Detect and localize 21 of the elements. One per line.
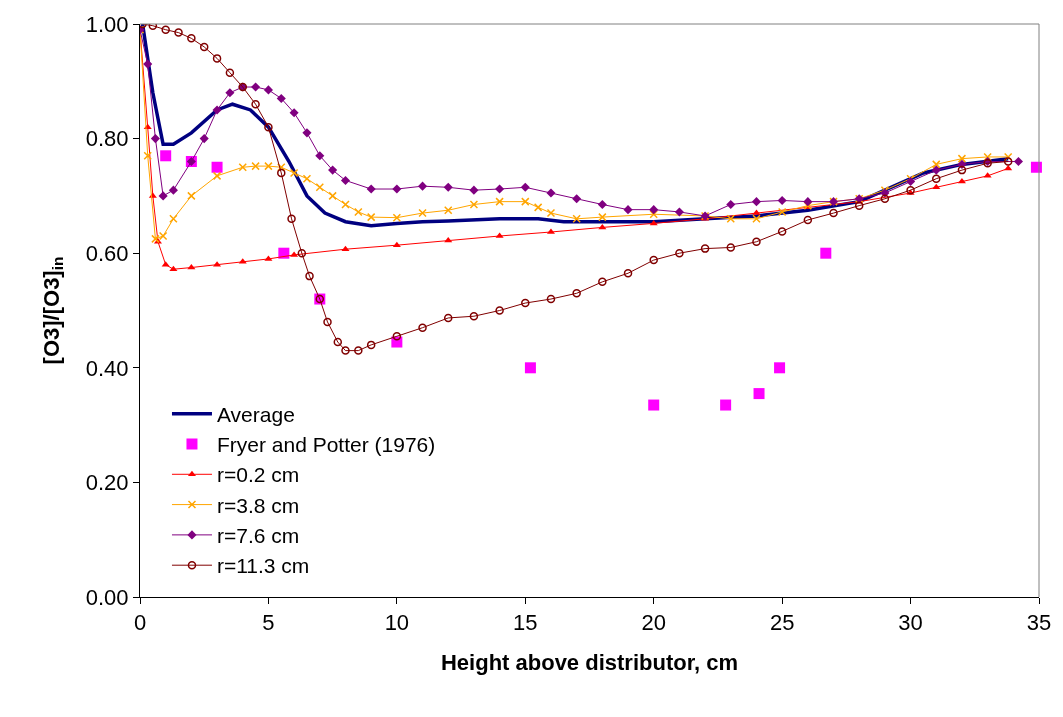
x-tick-label: 35 bbox=[1026, 610, 1052, 636]
x-tick-label: 30 bbox=[898, 610, 923, 636]
y-tick-label: 0.60 bbox=[85, 240, 129, 266]
x-tick-label: 5 bbox=[262, 610, 275, 636]
x-tick-label: 20 bbox=[641, 610, 666, 636]
y-tick-label: 0.00 bbox=[85, 584, 129, 610]
legend-label: Fryer and Potter (1976) bbox=[216, 433, 436, 457]
x-axis-title: Height above distributor, cm bbox=[440, 650, 739, 676]
x-tick-label: 25 bbox=[769, 610, 795, 636]
x-tick-label: 10 bbox=[384, 610, 410, 636]
y-tick-label: 0.80 bbox=[85, 126, 129, 152]
legend-label: r=0.2 cm bbox=[216, 463, 300, 487]
legend-label: r=3.8 cm bbox=[216, 493, 300, 517]
legend-label: r=7.6 cm bbox=[216, 524, 300, 548]
legend-label: r=11.3 cm bbox=[216, 554, 310, 578]
y-tick-label: 1.00 bbox=[85, 11, 129, 37]
x-tick-label: 15 bbox=[513, 610, 538, 636]
x-tick-label: 0 bbox=[133, 610, 147, 636]
y-tick-label: 0.20 bbox=[85, 470, 129, 496]
y-tick-label: 0.40 bbox=[85, 355, 129, 381]
legend-label: Average bbox=[216, 402, 295, 426]
